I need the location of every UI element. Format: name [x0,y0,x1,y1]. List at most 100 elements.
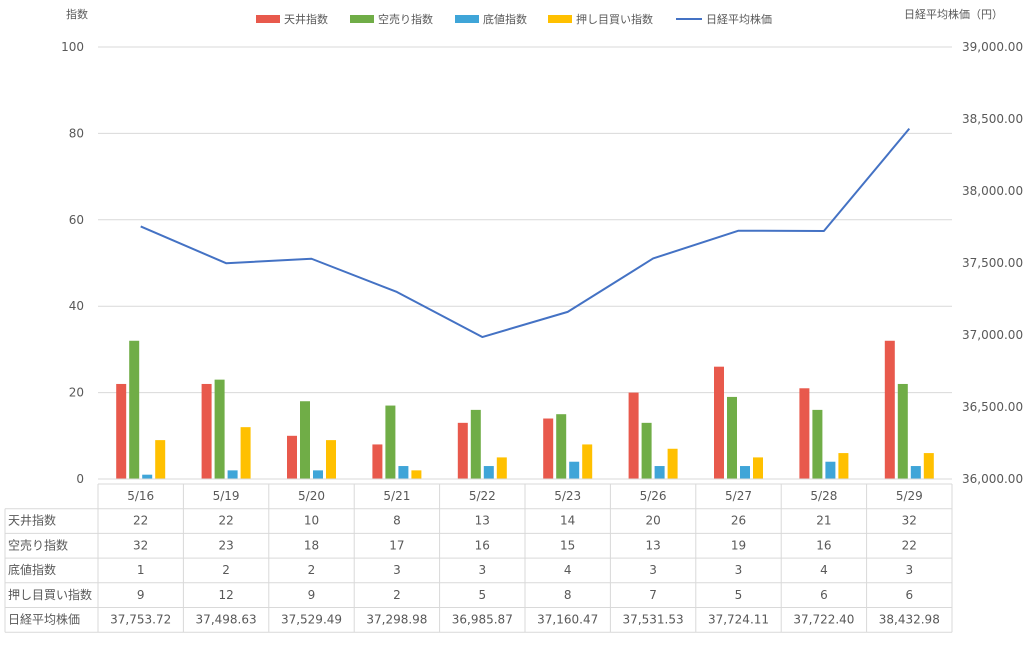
bar [457,422,468,479]
table-cell: 3 [649,563,657,577]
bar [923,453,934,479]
bar [556,414,567,479]
bar [897,383,908,479]
table-cell: 12 [218,588,233,602]
table-cell: 36,985.87 [452,613,513,627]
table-row-label: 底値指数 [8,562,56,577]
bar [641,422,652,479]
table-cell: 6 [905,588,913,602]
table-cell: 37,498.63 [196,613,257,627]
table-cell: 3 [735,563,743,577]
y2-tick-label: 36,000.00 [962,472,1023,486]
table-cell: 37,724.11 [708,613,769,627]
table-cell: 3 [905,563,913,577]
bar [470,409,481,479]
bar [740,466,750,479]
table-cell: 4 [564,563,572,577]
bar [714,366,724,479]
nikkei-line [140,128,911,339]
table-cell: 2 [308,563,316,577]
legend-swatch [256,15,280,23]
table-row-label: 日経平均株価 [8,612,80,627]
y2-tick-label: 37,000.00 [962,328,1023,342]
bar [838,453,849,479]
table-cell: 16 [816,538,831,552]
table-cell: 18 [304,538,319,552]
bar [628,392,639,479]
x-tick-label: 5/16 [127,489,154,503]
y-tick-label: 60 [69,213,84,227]
bar [201,383,212,479]
table-cell: 22 [902,538,917,552]
bar [812,409,823,479]
bar [910,466,921,479]
bar [287,435,297,479]
legend-swatch [548,15,572,23]
table-cell: 22 [133,514,148,528]
bar [654,466,665,479]
y-tick-label: 20 [69,386,84,400]
table-cell: 37,722.40 [793,613,854,627]
bar [799,388,810,479]
table-cell: 5 [735,588,743,602]
y2-tick-label: 38,500.00 [962,112,1023,126]
table-cell: 1 [137,563,145,577]
table-cell: 7 [649,588,657,602]
y-tick-label: 100 [61,40,84,54]
bar [483,466,494,479]
table-cell: 32 [133,538,148,552]
y-tick-label: 40 [69,299,84,313]
table-cell: 9 [308,588,316,602]
table-cell: 13 [645,538,660,552]
table-cell: 37,529.49 [281,613,342,627]
table-cell: 6 [820,588,828,602]
table-cell: 26 [731,514,746,528]
x-tick-label: 5/27 [725,489,752,503]
table-cell: 9 [137,588,145,602]
y-axis-title: 指数 [66,7,88,21]
bar [372,444,383,479]
bar [227,470,238,479]
bar [116,383,127,479]
bar [214,379,225,479]
x-tick-label: 5/26 [640,489,667,503]
bar [155,440,166,479]
table-cell: 5 [478,588,486,602]
bar [496,457,507,479]
bar [142,474,153,479]
bar [398,466,409,479]
table-row-label: 押し目買い指数 [8,587,92,602]
table-cell: 16 [475,538,490,552]
bar [411,470,422,479]
y-tick-label: 0 [76,472,84,486]
table-cell: 14 [560,514,575,528]
x-tick-label: 5/23 [554,489,581,503]
bar [727,396,737,479]
table-cell: 21 [816,514,831,528]
bar [667,448,678,479]
legend-label: 空売り指数 [378,12,433,26]
bar [543,418,554,479]
bar [884,340,895,479]
table-cell: 37,753.72 [110,613,171,627]
y2-axis-title: 日経平均株価（円） [904,7,1003,21]
table-cell: 4 [820,563,828,577]
table-cell: 3 [478,563,486,577]
table-cell: 37,298.98 [366,613,427,627]
legend-label: 押し目買い指数 [576,12,653,26]
bar [582,444,593,479]
bar [569,461,580,479]
table-row-label: 天井指数 [8,513,56,528]
legend-label: 日経平均株価 [706,12,772,26]
table-cell: 17 [389,538,404,552]
x-tick-label: 5/21 [383,489,410,503]
y2-tick-label: 37,500.00 [962,256,1023,270]
table-cell: 3 [393,563,401,577]
bar [326,440,336,479]
table-cell: 2 [222,563,230,577]
table-cell: 10 [304,514,319,528]
table-cell: 13 [475,514,490,528]
bar [385,405,396,479]
bar [240,427,251,479]
legend-label: 天井指数 [284,12,328,26]
